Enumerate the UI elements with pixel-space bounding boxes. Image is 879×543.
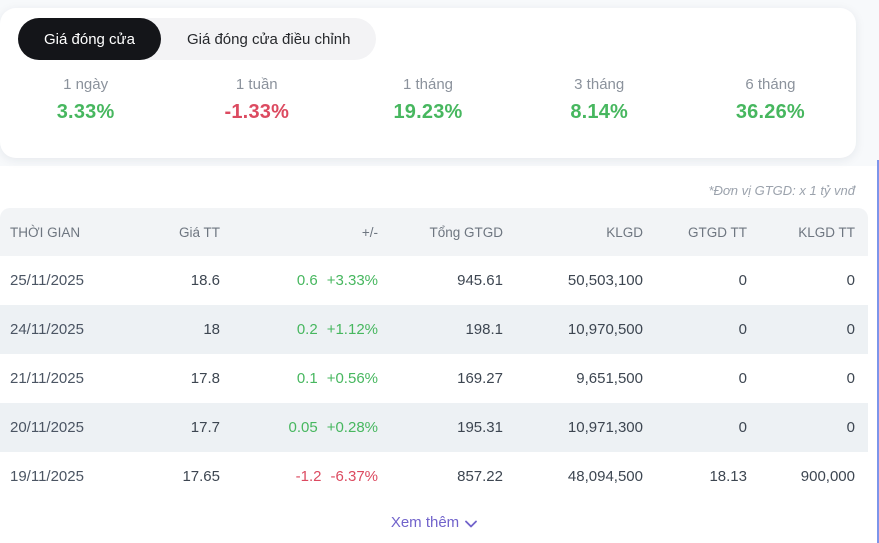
- right-edge-accent: [877, 160, 879, 543]
- cell-klgd: 10,970,500: [503, 305, 643, 354]
- header-klgd: KLGD: [503, 208, 643, 256]
- cell-klgd-tt: 0: [846, 370, 855, 387]
- show-more-button[interactable]: Xem thêm: [0, 501, 868, 543]
- perf-label: 1 tuần: [235, 76, 278, 93]
- perf-label: 1 tháng: [402, 76, 454, 93]
- cell-gtgd-tt: 0: [738, 370, 747, 387]
- change-absolute: -1.2: [295, 468, 322, 485]
- cell-klgd-tt: 0: [747, 403, 868, 452]
- price-type-tabs: Giá đóng cửa Giá đóng cửa điều chỉnh: [18, 18, 377, 60]
- perf-1-day: 1 ngày 3.33%: [0, 76, 171, 124]
- perf-label: 1 ngày: [63, 76, 109, 93]
- tab-closing-price[interactable]: Giá đóng cửa: [18, 18, 161, 60]
- cell-klgd: 9,651,500: [576, 370, 643, 387]
- perf-value: 19.23%: [393, 101, 463, 123]
- show-more-label: Xem thêm: [390, 514, 460, 531]
- cell-total-gtgd: 169.27: [457, 370, 503, 387]
- performance-row: 1 ngày 3.33% 1 tuần -1.33% 1 tháng 19.23…: [0, 76, 856, 124]
- table-header-row: THỜI GIAN Giá TT +/- Tổng GTGD KLGD GTGD…: [0, 208, 868, 256]
- cell-date: 24/11/2025: [0, 305, 160, 354]
- perf-value: 3.33%: [56, 101, 115, 123]
- table-row[interactable]: 19/11/2025 17.65 -1.2 -6.37% 857.22 48,09…: [0, 452, 868, 501]
- cell-gtgd-tt: 0: [643, 305, 747, 354]
- summary-card: Giá đóng cửa Giá đóng cửa điều chỉnh 1 n…: [0, 8, 856, 158]
- cell-date: 21/11/2025: [10, 370, 84, 387]
- cell-klgd: 10,971,300: [503, 403, 643, 452]
- cell-date: 20/11/2025: [0, 403, 160, 452]
- perf-3-month: 3 tháng 8.14%: [514, 76, 685, 124]
- cell-klgd: 50,503,100: [567, 272, 643, 289]
- cell-gtgd-tt: 0: [643, 403, 747, 452]
- cell-total-gtgd: 198.1: [378, 305, 503, 354]
- perf-label: 6 tháng: [745, 76, 796, 93]
- header-change: +/-: [220, 208, 378, 256]
- tab-adjusted-closing-price[interactable]: Giá đóng cửa điều chỉnh: [186, 30, 351, 48]
- cell-date: 25/11/2025: [10, 272, 84, 289]
- gtgd-unit-note: *Đơn vị GTGD: x 1 tỷ vnđ: [708, 183, 855, 198]
- change-absolute: 0.6: [296, 272, 318, 289]
- change-absolute: 0.2: [296, 321, 318, 338]
- change-percent: +1.12%: [326, 321, 378, 338]
- cell-total-gtgd: 945.61: [457, 272, 503, 289]
- change-absolute: 0.05: [288, 419, 318, 436]
- cell-price: 17.8: [190, 370, 220, 387]
- change-percent: +0.28%: [326, 419, 378, 436]
- table-row[interactable]: 24/11/2025 18 0.2 +1.12% 198.1 10,970,500…: [0, 305, 868, 354]
- header-gtgd-tt: GTGD TT: [643, 208, 747, 256]
- change-percent: -6.37%: [330, 468, 378, 485]
- table-row[interactable]: 21/11/2025 17.8 0.1 +0.56% 169.27 9,651,5…: [0, 354, 868, 403]
- price-history-table: THỜI GIAN Giá TT +/- Tổng GTGD KLGD GTGD…: [0, 208, 868, 501]
- change-percent: +3.33%: [326, 272, 378, 289]
- cell-change: -1.2 -6.37%: [220, 452, 378, 501]
- chevron-down-icon: [465, 520, 478, 528]
- cell-total-gtgd: 195.31: [378, 403, 503, 452]
- change-absolute: 0.1: [296, 370, 318, 387]
- perf-1-month: 1 tháng 19.23%: [342, 76, 513, 124]
- header-total-gtgd: Tổng GTGD: [378, 208, 503, 256]
- cell-klgd: 48,094,500: [567, 468, 643, 485]
- cell-change: 0.05 +0.28%: [220, 403, 378, 452]
- cell-price: 17.65: [182, 468, 220, 485]
- perf-value: 8.14%: [570, 101, 629, 123]
- perf-value: -1.33%: [224, 101, 290, 123]
- perf-1-week: 1 tuần -1.33%: [171, 76, 342, 124]
- perf-value: 36.26%: [735, 101, 805, 123]
- table-row[interactable]: 20/11/2025 17.7 0.05 +0.28% 195.31 10,971…: [0, 403, 868, 452]
- table-row[interactable]: 25/11/2025 18.6 0.6 +3.33% 945.61 50,503,…: [0, 256, 868, 305]
- cell-klgd-tt: 0: [846, 272, 855, 289]
- header-klgd-tt: KLGD TT: [747, 208, 868, 256]
- cell-total-gtgd: 857.22: [457, 468, 503, 485]
- cell-date: 19/11/2025: [10, 468, 84, 485]
- cell-change: 0.2 +1.12%: [220, 305, 378, 354]
- cell-gtgd-tt: 0: [738, 272, 747, 289]
- cell-change: 0.1 +0.56%: [220, 354, 378, 403]
- perf-6-month: 6 tháng 36.26%: [685, 76, 856, 124]
- cell-price: 18.6: [190, 272, 220, 289]
- cell-gtgd-tt: 18.13: [709, 468, 747, 485]
- change-percent: +0.56%: [326, 370, 378, 387]
- cell-klgd-tt: 0: [747, 305, 868, 354]
- perf-label: 3 tháng: [574, 76, 625, 93]
- cell-price: 17.7: [160, 403, 220, 452]
- cell-klgd-tt: 900,000: [800, 468, 855, 485]
- header-price: Giá TT: [160, 208, 220, 256]
- cell-change: 0.6 +3.33%: [220, 256, 378, 305]
- cell-price: 18: [160, 305, 220, 354]
- header-time: THỜI GIAN: [0, 208, 160, 256]
